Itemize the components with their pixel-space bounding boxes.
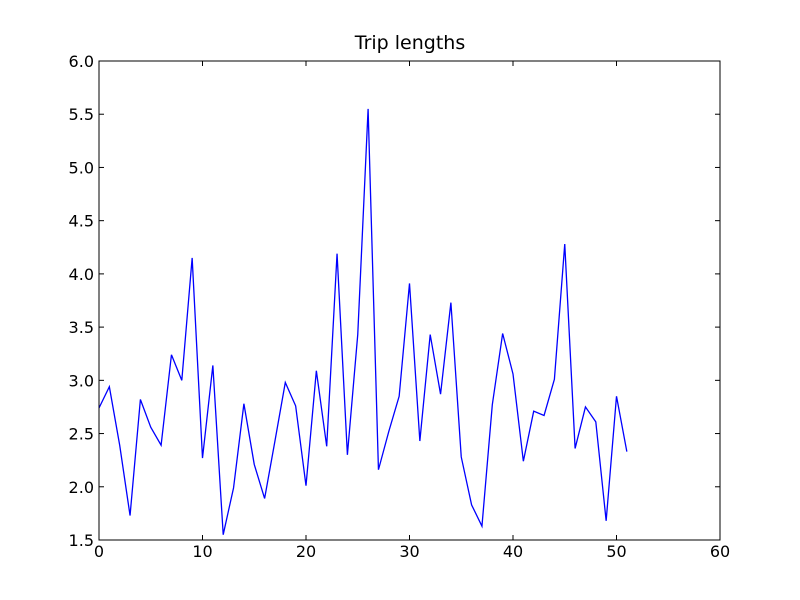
x-tick-label: 60	[710, 542, 730, 561]
y-tick-label: 3.5	[69, 318, 94, 337]
y-tick-label: 2.0	[69, 478, 94, 497]
x-tick-label: 30	[399, 542, 419, 561]
x-tick-label: 50	[606, 542, 626, 561]
y-tick-label: 1.5	[69, 531, 94, 550]
axes-frame	[98, 60, 721, 541]
x-tick-label: 40	[503, 542, 523, 561]
y-tick-label: 5.5	[69, 105, 94, 124]
y-tick-label: 4.5	[69, 212, 94, 231]
chart-title: Trip lengths	[354, 32, 465, 54]
y-tick-label: 5.0	[69, 158, 94, 177]
plot-area: 0 10 20 30 40 50 60 1.5 2.0 2.5 3.0 3.5 4.0 4.5 5.0 5.5…	[69, 52, 731, 561]
x-tick-label: 0	[94, 542, 104, 561]
y-tick-label: 6.0	[69, 52, 94, 71]
x-tick-label: 10	[192, 542, 212, 561]
y-tick-label: 4.0	[69, 265, 94, 284]
series-line-0	[98, 108, 628, 535]
y-tick-label: 2.5	[69, 425, 94, 444]
x-tick-label: 20	[296, 542, 316, 561]
y-tick-label: 3.0	[69, 371, 94, 390]
